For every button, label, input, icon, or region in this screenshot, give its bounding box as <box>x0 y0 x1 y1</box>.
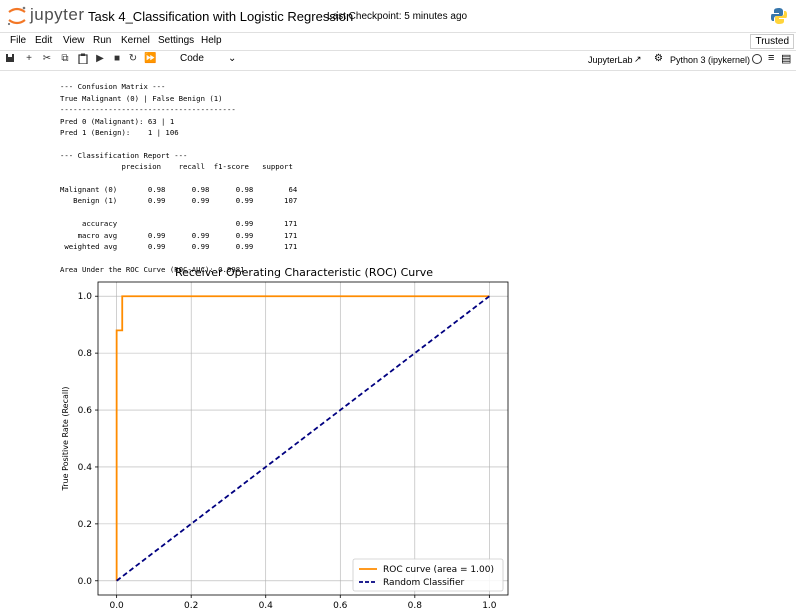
menu-view[interactable]: View <box>63 35 85 46</box>
x-tick-label: 1.0 <box>482 601 497 610</box>
output-line: --- Classification Report --- <box>60 150 188 160</box>
run-icon[interactable]: ▶ <box>96 53 104 64</box>
cut-icon[interactable]: ✂ <box>42 53 52 64</box>
output-line: --- Confusion Matrix --- <box>60 82 166 92</box>
legend: ROC curve (area = 1.00) Random Classifier <box>352 558 504 592</box>
output-line: weighted avg 0.99 0.99 0.99 171 <box>60 242 298 252</box>
y-tick-label: 0.6 <box>78 406 93 416</box>
fast-forward-icon[interactable]: ⏩ <box>144 53 157 64</box>
random-classifier-line <box>116 295 490 582</box>
chart-title: Receiver Operating Characteristic (ROC) … <box>175 266 433 279</box>
legend-label: Random Classifier <box>383 578 465 588</box>
menu-settings[interactable]: Settings <box>158 35 195 46</box>
y-tick-label: 0.0 <box>78 577 93 587</box>
add-cell-icon[interactable]: + <box>26 53 32 64</box>
output-line: macro avg 0.99 0.99 0.99 171 <box>60 230 298 240</box>
legend-label: ROC curve (area = 1.00) <box>383 565 494 575</box>
y-tick-label: 0.8 <box>78 349 93 359</box>
paste-icon[interactable] <box>77 53 89 65</box>
stop-icon[interactable]: ■ <box>113 53 121 64</box>
output-line: Benign (1) 0.99 0.99 0.99 107 <box>60 196 298 206</box>
toc-icon[interactable]: ▤ <box>781 53 792 65</box>
y-tick-label: 1.0 <box>78 292 93 302</box>
last-checkpoint: Last Checkpoint: 5 minutes ago <box>327 11 468 22</box>
menu-kernel[interactable]: Kernel <box>121 35 150 46</box>
output-line <box>60 138 297 149</box>
trusted-indicator[interactable]: Trusted <box>750 34 794 49</box>
restart-icon[interactable]: ↻ <box>128 53 138 64</box>
x-tick-label: 0.6 <box>333 601 348 610</box>
save-icon[interactable] <box>4 53 16 65</box>
output-line: Area Under the ROC Curve (ROC-AUC): 0.99… <box>60 264 245 274</box>
output-line <box>60 173 297 184</box>
kernel-name[interactable]: Python 3 (ipykernel) <box>670 55 751 65</box>
menu-file[interactable]: File <box>10 35 27 46</box>
external-link-icon[interactable]: ↗ <box>634 54 642 64</box>
kernel-status-icon <box>752 54 762 64</box>
python-logo-icon <box>771 8 787 24</box>
menu-help[interactable]: Help <box>201 35 222 46</box>
y-axis-label: True Positive Rate (Recall) <box>61 387 70 492</box>
output-line: accuracy 0.99 171 <box>60 219 298 229</box>
menu-icon[interactable]: ≡ <box>768 52 775 64</box>
jupyter-logo-text: jupyter <box>30 5 85 24</box>
roc-chart: Receiver Operating Characteristic (ROC) … <box>61 266 509 610</box>
output-line: Pred 1 (Benign): 1 | 106 <box>60 128 179 138</box>
jupyter-logo-icon[interactable] <box>6 6 28 26</box>
menu-bar: File Edit View Run Kernel Settings Help … <box>0 32 796 51</box>
output-line: precision recall f1-score support <box>60 162 293 172</box>
output-line: True Malignant (0) | False Benign (1) <box>60 93 223 103</box>
menu-edit[interactable]: Edit <box>35 35 53 46</box>
plot-frame <box>97 281 509 596</box>
output-line: ---------------------------------------- <box>60 105 236 115</box>
y-tick-label: 0.4 <box>78 463 93 473</box>
notebook-title[interactable]: Task 4_Classification with Logistic Regr… <box>88 9 354 24</box>
menu-run[interactable]: Run <box>93 35 112 46</box>
output-line: Malignant (0) 0.98 0.98 0.98 64 <box>60 185 298 195</box>
output-line: Pred 0 (Malignant): 63 | 1 <box>60 116 175 126</box>
x-tick-label: 0.4 <box>259 601 274 610</box>
open-jupyterlab-link[interactable]: JupyterLab <box>588 55 633 65</box>
output-line <box>60 207 297 218</box>
x-tick-label: 0.8 <box>408 601 423 610</box>
y-tick-label: 0.2 <box>78 520 92 530</box>
chevron-down-icon[interactable]: ⌄ <box>228 53 237 64</box>
notebook-toolbar: + ✂ ⧉ ▶ ■ ↻ ⏩ Code ⌄ JupyterLab ↗ ⚙ Pyth… <box>0 50 796 71</box>
roc-curve-line <box>115 295 490 581</box>
cell-type-select[interactable]: Code <box>180 53 204 64</box>
legend-box <box>352 558 504 592</box>
copy-icon[interactable]: ⧉ <box>61 53 69 64</box>
x-tick-label: 0.2 <box>184 601 198 610</box>
output-line <box>60 253 297 264</box>
notebook-header: jupyter Task 4_Classification with Logis… <box>0 0 796 32</box>
cell-output-text: --- Confusion Matrix --- True Malignant (… <box>60 70 297 287</box>
settings-gear-icon[interactable]: ⚙ <box>654 53 663 64</box>
x-tick-label: 0.0 <box>109 601 124 610</box>
